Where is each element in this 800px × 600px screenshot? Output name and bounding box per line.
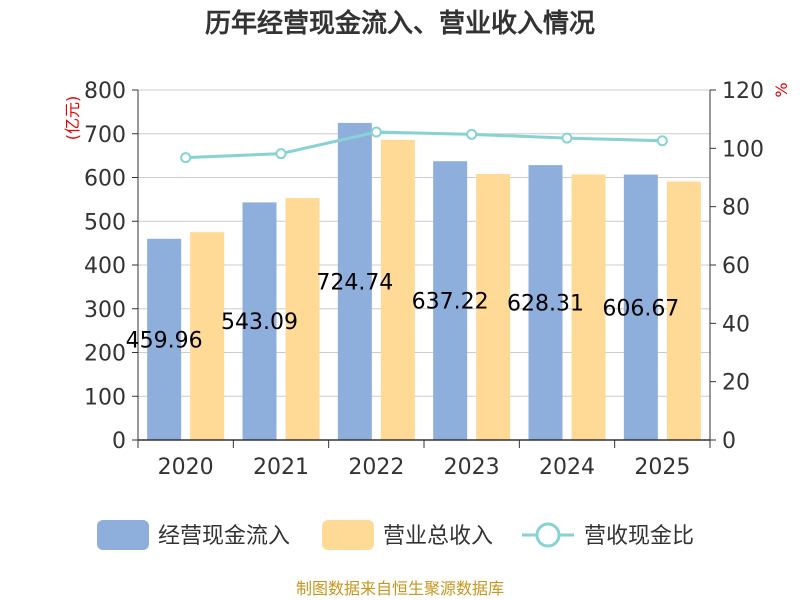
left-axis-unit: (亿元): [63, 96, 82, 141]
bar-cash-inflow: [528, 165, 563, 440]
bar-revenue: [285, 198, 320, 440]
ratio-point: [370, 126, 382, 138]
left-tick-label: 500: [84, 210, 126, 235]
right-axis-unit: %: [772, 82, 791, 97]
ratio-point: [466, 128, 478, 140]
x-tick-label: 2021: [253, 455, 309, 480]
data-label-cash-inflow: 459.96: [126, 328, 203, 353]
x-tick-label: 2023: [444, 455, 500, 480]
axes: 0 100 200 300 400 500 600 700 800 0 20 40 60 80 100 120…: [84, 79, 764, 480]
data-label-cash-inflow: 606.67: [602, 296, 679, 321]
ratio-point: [656, 135, 668, 147]
right-tick-label: 20: [722, 371, 750, 396]
left-tick-label: 300: [84, 298, 126, 323]
bar-cash-inflow: [337, 122, 372, 441]
x-tick-label: 2020: [158, 455, 214, 480]
ratio-point: [275, 148, 287, 160]
x-tick-label: 2024: [539, 455, 595, 480]
bar-revenue: [666, 181, 701, 440]
bar-revenue: [476, 174, 511, 440]
source-note: 制图数据来自恒生聚源数据库: [296, 579, 504, 598]
legend-label-ratio: 营收现金比: [584, 524, 694, 549]
bar-cash-inflow: [623, 174, 658, 440]
right-tick-label: 120: [722, 79, 764, 104]
left-tick-label: 0: [112, 429, 126, 454]
ratio-point: [561, 132, 573, 144]
gridlines: [138, 89, 710, 441]
bar-cash-inflow: [433, 161, 468, 440]
chart-title: 历年经营现金流入、营业收入情况: [205, 8, 595, 39]
bar-cash-inflow: [242, 202, 277, 440]
bar-revenue: [380, 139, 415, 440]
x-tick-label: 2022: [348, 455, 404, 480]
left-tick-label: 200: [84, 342, 126, 367]
left-tick-label: 700: [84, 123, 126, 148]
bar-revenue: [190, 232, 225, 440]
legend-marker-ratio: [535, 522, 561, 548]
legend-label-cash-inflow: 经营现金流入: [158, 524, 290, 549]
data-label-cash-inflow: 637.22: [412, 290, 489, 315]
legend-swatch-revenue: [322, 520, 374, 550]
left-tick-label: 600: [84, 167, 126, 192]
x-tick-label: 2025: [634, 455, 690, 480]
data-label-cash-inflow: 724.74: [316, 270, 393, 295]
ratio-line: [180, 126, 668, 164]
left-tick-label: 800: [84, 79, 126, 104]
left-tick-label: 400: [84, 254, 126, 279]
right-tick-label: 40: [722, 312, 750, 337]
right-tick-label: 80: [722, 196, 750, 221]
ratio-point: [180, 152, 192, 164]
bar-cash-inflow: [147, 238, 182, 440]
left-tick-label: 100: [84, 385, 126, 410]
ratio-series-line: [185, 130, 663, 160]
data-label-cash-inflow: 628.31: [507, 292, 584, 317]
bars: [147, 122, 701, 441]
legend-label-revenue: 营业总收入: [383, 524, 493, 549]
data-labels: 459.96 543.09 724.74 637.22 628.31 606.67: [126, 270, 680, 353]
right-tick-label: 0: [722, 429, 736, 454]
data-label-cash-inflow: 543.09: [221, 310, 298, 335]
right-tick-label: 60: [722, 254, 750, 279]
right-tick-label: 100: [722, 137, 764, 162]
legend: 经营现金流入 营业总收入 营收现金比: [97, 520, 694, 550]
legend-swatch-cash-inflow: [97, 520, 149, 550]
bar-revenue: [571, 174, 606, 440]
